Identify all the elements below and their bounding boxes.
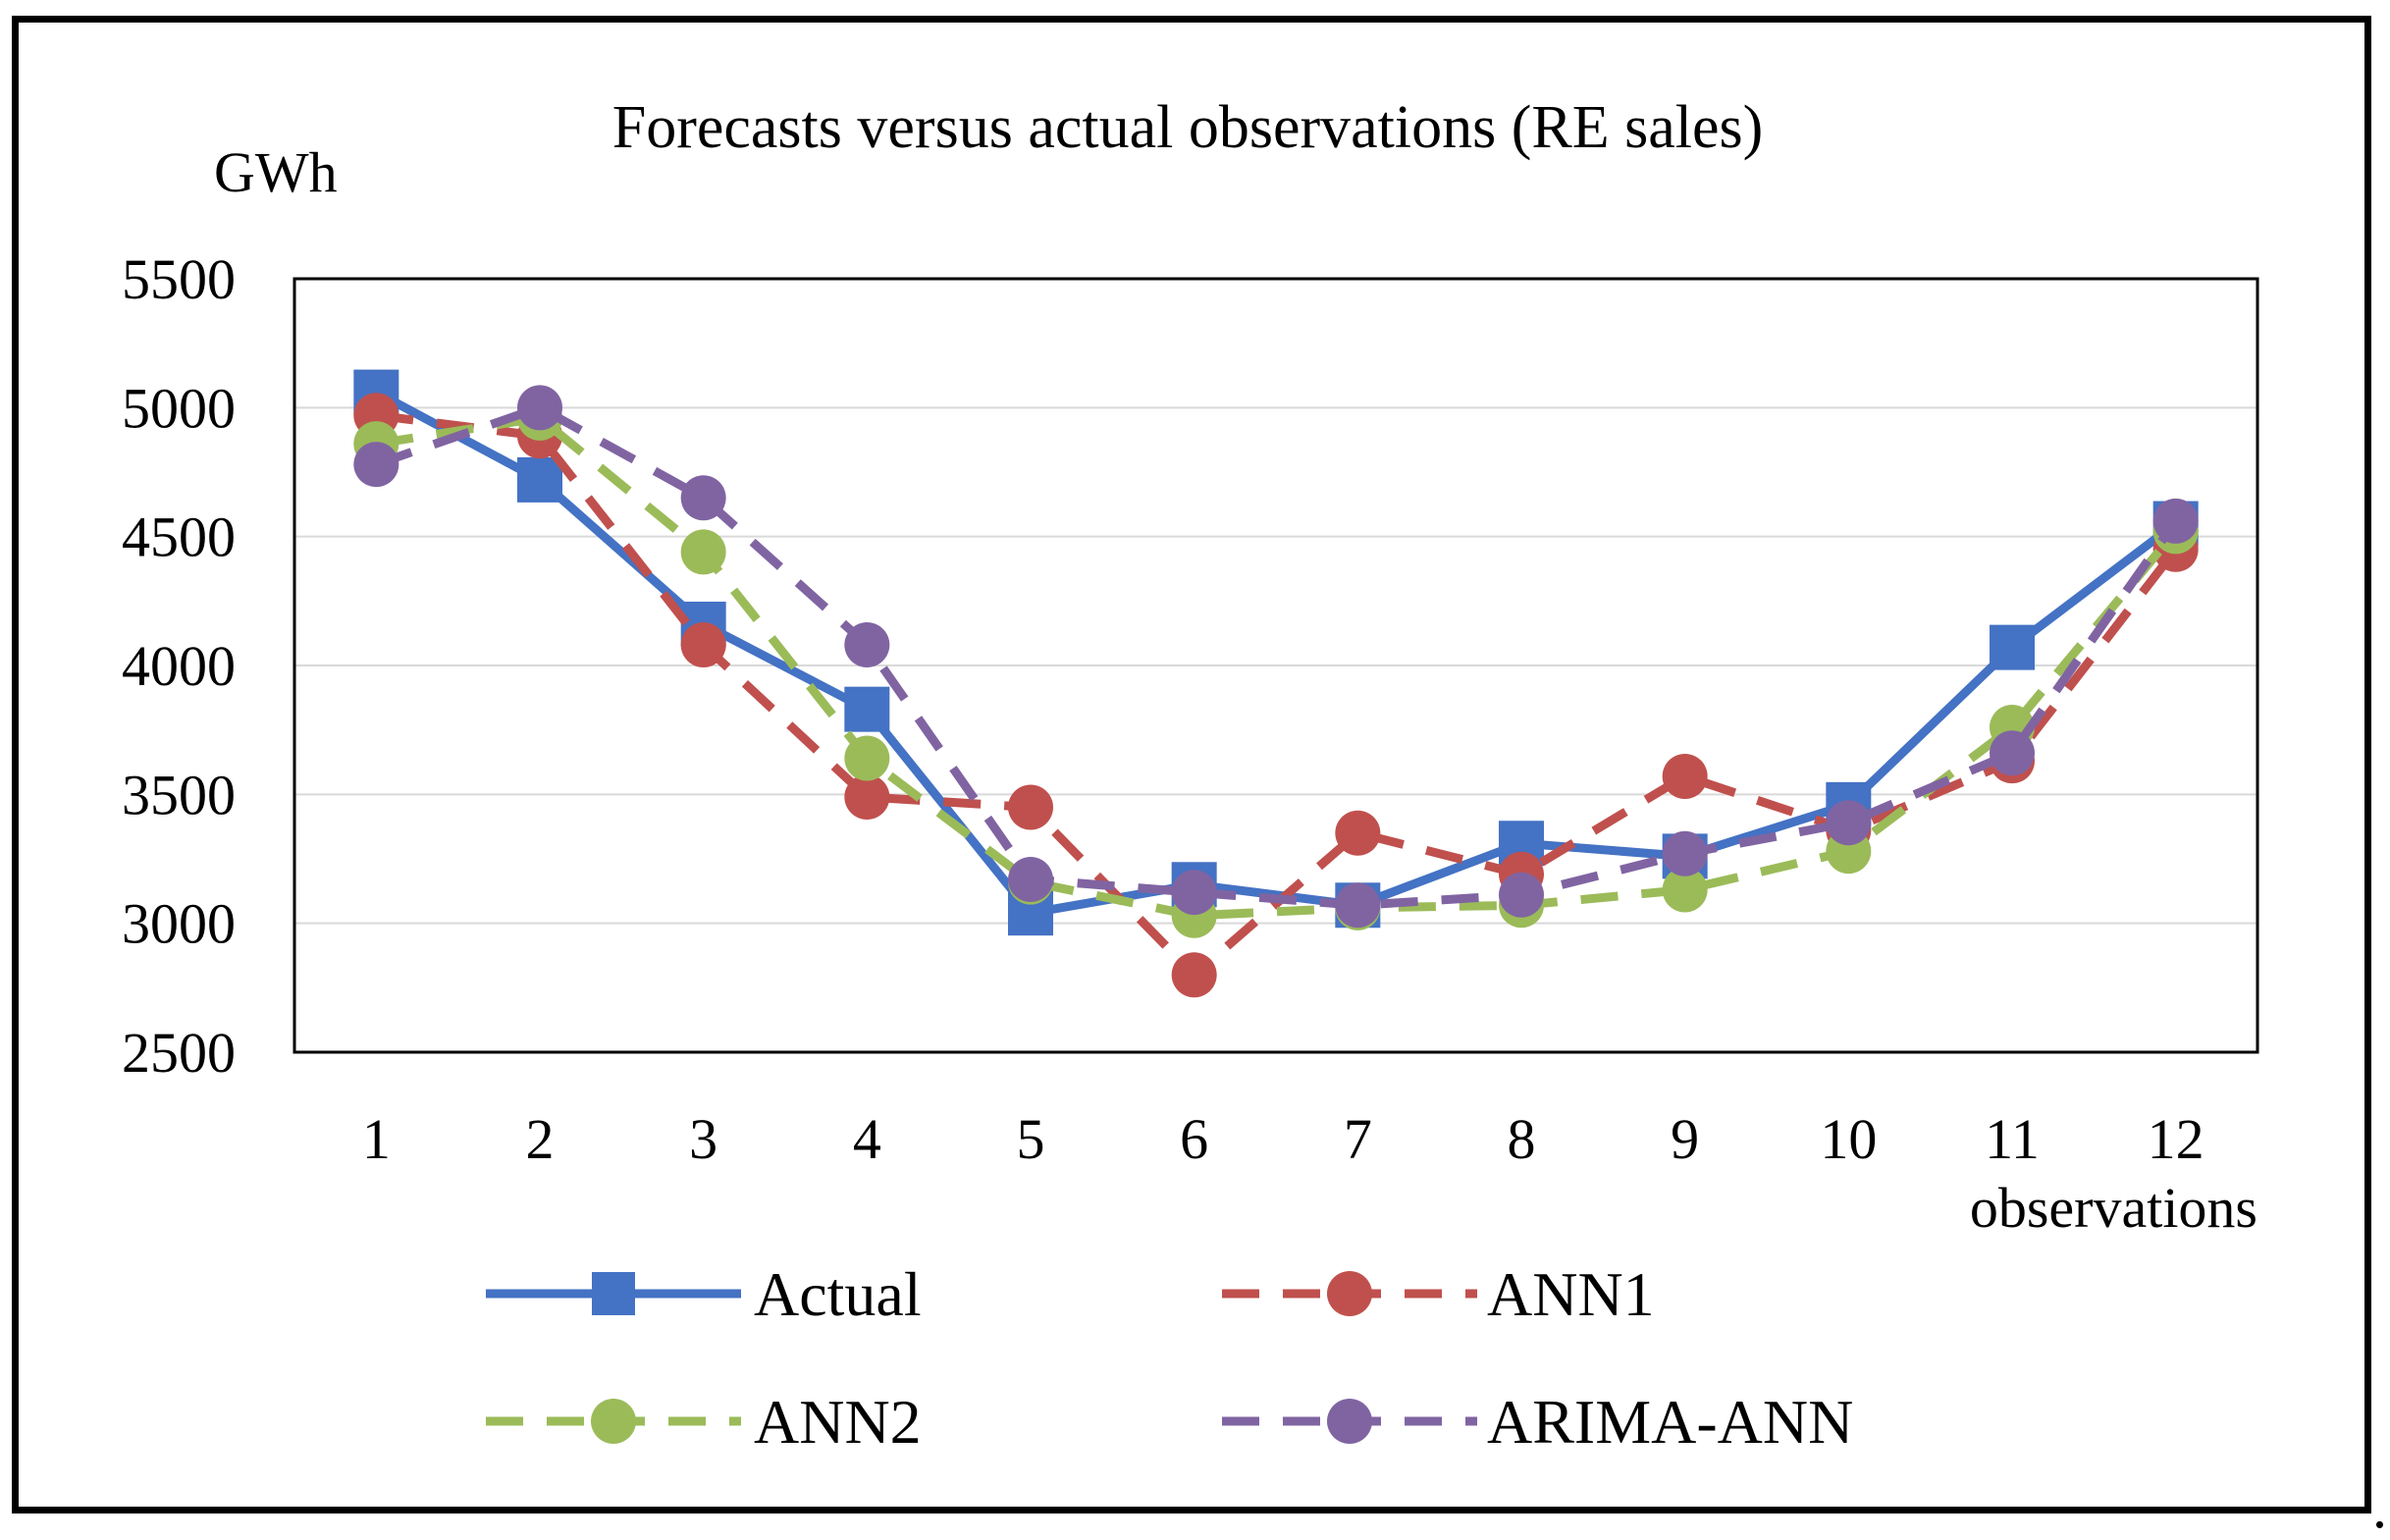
x-tick-label: 8 (1508, 1107, 1536, 1171)
series-line-ann2 (375, 413, 2180, 921)
x-tick-label: 6 (1180, 1107, 1208, 1171)
legend-label-ann1: ANN1 (1487, 1259, 1655, 1329)
data-point-arima-ann (1990, 730, 2035, 776)
y-tick-label: 3000 (122, 892, 236, 956)
y-tick-label: 4500 (122, 505, 236, 569)
y-tick-label: 3500 (122, 763, 236, 826)
series-line-actual (374, 388, 2179, 918)
data-point-ann1 (1335, 810, 1381, 856)
plot-area-border (292, 277, 2259, 1054)
legend-marker-arima-ann (1327, 1399, 1372, 1444)
series-line-ann1 (375, 410, 2180, 980)
x-tick-label: 4 (853, 1107, 881, 1171)
data-point-ann2 (680, 529, 726, 575)
x-tick-label: 11 (1985, 1107, 2040, 1171)
x-tick-label: 3 (689, 1107, 717, 1171)
chart-title: Forecasts versus actual observations (RE… (612, 94, 1764, 161)
legend-label-arima-ann: ARIMA-ANN (1487, 1387, 1853, 1457)
legend-marker-ann2 (591, 1399, 636, 1444)
data-point-arima-ann (1499, 872, 1544, 918)
data-point-arima-ann (1171, 870, 1217, 916)
legend-label-actual: Actual (754, 1259, 922, 1329)
data-point-arima-ann (680, 475, 726, 521)
data-point-arima-ann (1662, 830, 1708, 876)
data-point-arima-ann (2152, 498, 2199, 544)
x-tick-label: 9 (1671, 1107, 1699, 1171)
data-point-actual (1990, 624, 2035, 670)
data-point-ann1 (1662, 753, 1708, 799)
x-tick-label: 7 (1344, 1107, 1372, 1171)
y-tick-label: 5500 (122, 247, 236, 311)
data-point-arima-ann (1826, 800, 1872, 846)
x-tick-label: 12 (2148, 1107, 2204, 1171)
data-point-actual (844, 686, 890, 732)
data-point-arima-ann (353, 442, 399, 488)
y-tick-label: 4000 (122, 634, 236, 698)
x-tick-label: 5 (1017, 1107, 1045, 1171)
x-axis-title: observations (1970, 1176, 2257, 1240)
x-tick-label: 1 (362, 1107, 391, 1171)
figure-frame (12, 16, 2371, 1513)
data-point-ann2 (1662, 867, 1708, 913)
data-point-ann1 (680, 621, 726, 667)
x-tick-label: 2 (526, 1107, 555, 1171)
legend-marker-ann1 (1327, 1271, 1372, 1316)
y-tick-label: 2500 (122, 1021, 236, 1085)
data-point-arima-ann (844, 621, 890, 667)
data-point-arima-ann (1008, 857, 1053, 903)
trailing-period: . (2372, 1475, 2387, 1540)
data-point-arima-ann (1335, 882, 1381, 929)
data-point-actual (517, 456, 562, 503)
y-tick-label: 5000 (122, 376, 236, 440)
legend-label-ann2: ANN2 (754, 1387, 922, 1457)
data-point-ann1 (1008, 784, 1053, 830)
series-line-arima-ann (374, 402, 2180, 910)
data-point-ann2 (844, 735, 890, 781)
data-point-arima-ann (517, 385, 562, 431)
x-tick-label: 10 (1820, 1107, 1877, 1171)
data-point-ann1 (844, 773, 890, 820)
data-point-ann1 (1171, 952, 1217, 998)
y-axis-unit: GWh (214, 140, 338, 204)
legend-marker-actual (592, 1272, 635, 1315)
